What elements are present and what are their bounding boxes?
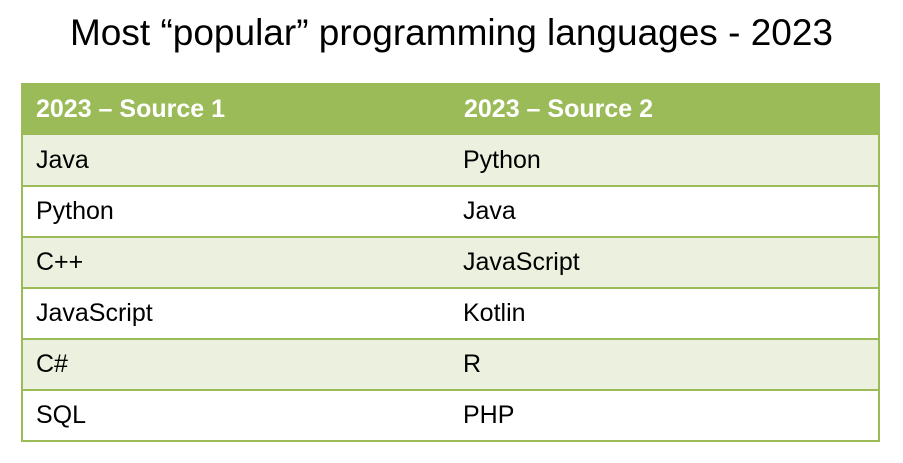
table-row: JavaScript Kotlin — [21, 288, 880, 340]
table-cell-source-1: JavaScript — [21, 288, 450, 340]
table-row: C# R — [21, 339, 880, 391]
table-cell-source-1: C++ — [21, 237, 450, 289]
slide-title: Most “popular” programming languages - 2… — [69, 12, 834, 53]
table-cell-source-2: JavaScript — [450, 237, 880, 289]
table-cell-source-2: Kotlin — [450, 288, 880, 340]
table-row: C++ JavaScript — [21, 237, 880, 289]
table-cell-source-2: Python — [450, 135, 880, 187]
languages-table: 2023 – Source 1 2023 – Source 2 Java Pyt… — [21, 83, 880, 442]
table-row: Java Python — [21, 135, 880, 187]
table-row: Python Java — [21, 186, 880, 238]
table-row: SQL PHP — [21, 390, 880, 442]
table-header-row: 2023 – Source 1 2023 – Source 2 — [21, 83, 880, 135]
column-header-source-1: 2023 – Source 1 — [21, 83, 451, 135]
table-cell-source-1: Python — [21, 186, 450, 238]
column-header-source-2: 2023 – Source 2 — [449, 83, 880, 135]
table-cell-source-1: C# — [21, 339, 450, 391]
table-cell-source-1: SQL — [21, 390, 450, 442]
table-cell-source-2: Java — [450, 186, 880, 238]
table-cell-source-1: Java — [21, 135, 450, 187]
table-cell-source-2: R — [450, 339, 880, 391]
table-cell-source-2: PHP — [450, 390, 880, 442]
